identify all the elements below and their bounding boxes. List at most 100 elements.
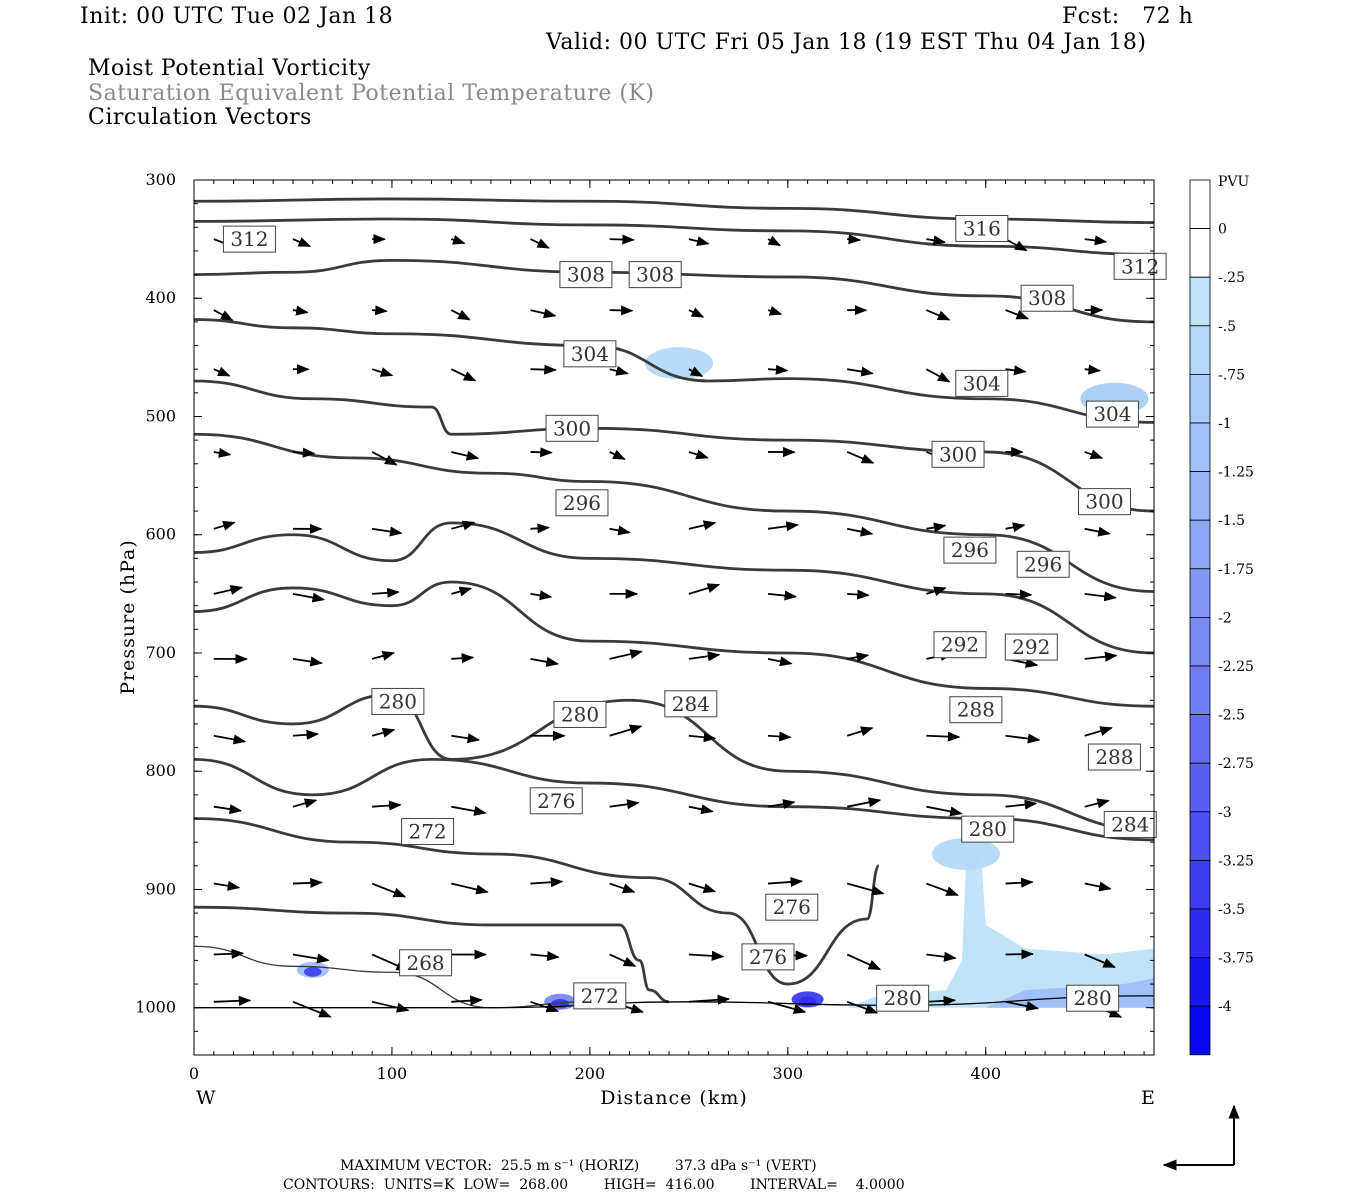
circulation-vector [213,585,244,595]
y-tick-label: 600 [145,525,176,544]
circulation-vector [609,365,629,376]
surface-line [194,995,1154,1009]
circulation-vector [213,447,232,458]
contour-label: 288 [957,698,995,722]
circulation-vector [372,526,403,537]
theta-e-contour [194,318,1154,424]
circulation-vector [926,951,957,962]
circulation-vector [688,732,717,743]
colorbar-swatch [1189,811,1211,861]
contour-label: 308 [1028,286,1066,310]
circulation-vector [292,953,330,964]
colorbar-label: -3 [1218,805,1232,821]
circulation-vector [451,995,483,1006]
circulation-vector [847,652,870,663]
circulation-vector [451,733,481,744]
contour-label: 308 [567,263,605,287]
circulation-vector [213,366,231,377]
colorbar-swatch [1189,762,1211,813]
contour-label-box [1087,743,1141,771]
circulation-vector [1084,591,1117,602]
contour-label: 308 [636,263,674,287]
contour-label: 276 [773,895,811,919]
contour-label-box [765,893,819,921]
contour-label: 292 [1012,635,1050,659]
circulation-vector [609,449,626,460]
contour-label-box [1113,252,1167,280]
forecast-hour: Fcst: 72 h [1062,4,1194,29]
colorbar-swatch [1189,860,1211,910]
contour-label: 296 [563,491,601,515]
circulation-vector [767,656,793,667]
circulation-vector [926,235,946,246]
reference-vector [1162,1104,1240,1171]
x-axis-label: Distance (km) [600,1087,748,1109]
colorbar-label: -.75 [1218,367,1245,383]
circulation-vector [450,368,477,382]
circulation-vector [213,734,247,745]
plot-area [194,180,1154,1055]
contour-label: 288 [1095,745,1133,769]
circulation-vector [372,305,388,316]
contour-label: 280 [884,986,922,1010]
circulation-vector [847,366,874,377]
circulation-vector [213,309,234,321]
contour-label-box [573,982,627,1010]
contour-label: 316 [963,216,1001,240]
theta-e-contour [194,817,881,986]
circulation-vector [530,523,551,534]
circulation-vector [926,882,959,896]
circulation-vector [846,726,874,737]
circulation-vector [530,951,560,962]
circulation-vector [451,520,476,531]
contour-label-box [628,261,682,289]
contour-label-box [1103,810,1157,838]
circulation-vector [847,234,862,245]
circulation-vector [609,882,636,894]
mpv-region [931,837,1000,870]
contour-label: 276 [749,945,787,969]
contour-label-box [961,815,1015,843]
circulation-vector [926,995,957,1006]
contour-label: 280 [1074,986,1112,1010]
x-tick-label: 400 [970,1064,1001,1083]
circulation-vector [688,449,709,460]
circulation-vector [688,236,710,247]
colorbar-swatch [1189,957,1211,1007]
circulation-vector [530,590,553,601]
circulation-vector [213,521,236,531]
circulation-vector [847,589,870,600]
theta-e-contour [194,945,590,1009]
colorbar-label: -1.75 [1218,562,1254,578]
circulation-vector [926,522,947,533]
circulation-vector [530,877,564,888]
circulation-vector [451,586,473,597]
circulation-vector [767,731,792,742]
y-tick-label: 1000 [135,998,176,1017]
x-tick-label: 100 [377,1064,408,1083]
circulation-vector [847,526,874,537]
circulation-vector [609,305,634,316]
contour-label-box [222,225,276,253]
contour-label-box [563,340,617,368]
circulation-vector [688,804,714,815]
contour-label: 272 [581,984,619,1008]
plot-frame [193,179,1155,1056]
colorbar-swatch [1189,276,1211,327]
colorbar-label: -1.5 [1218,513,1245,529]
circulation-vector [451,882,489,895]
contour-label: 304 [571,342,609,366]
colorbar-label: -2.75 [1218,756,1254,772]
east-label: E [1141,1087,1156,1109]
colorbar-swatch [1189,714,1211,764]
init-time: Init: 00 UTC Tue 02 Jan 18 [80,4,394,29]
theta-e-contour [194,905,670,1004]
y-tick-label: 900 [145,879,176,898]
contour-label-box [955,214,1009,242]
contour-label-box [371,687,425,715]
circulation-vector [451,653,475,664]
circulation-vector [371,451,398,466]
circulation-vector [767,799,796,810]
colorbar-swatch [1189,179,1211,229]
